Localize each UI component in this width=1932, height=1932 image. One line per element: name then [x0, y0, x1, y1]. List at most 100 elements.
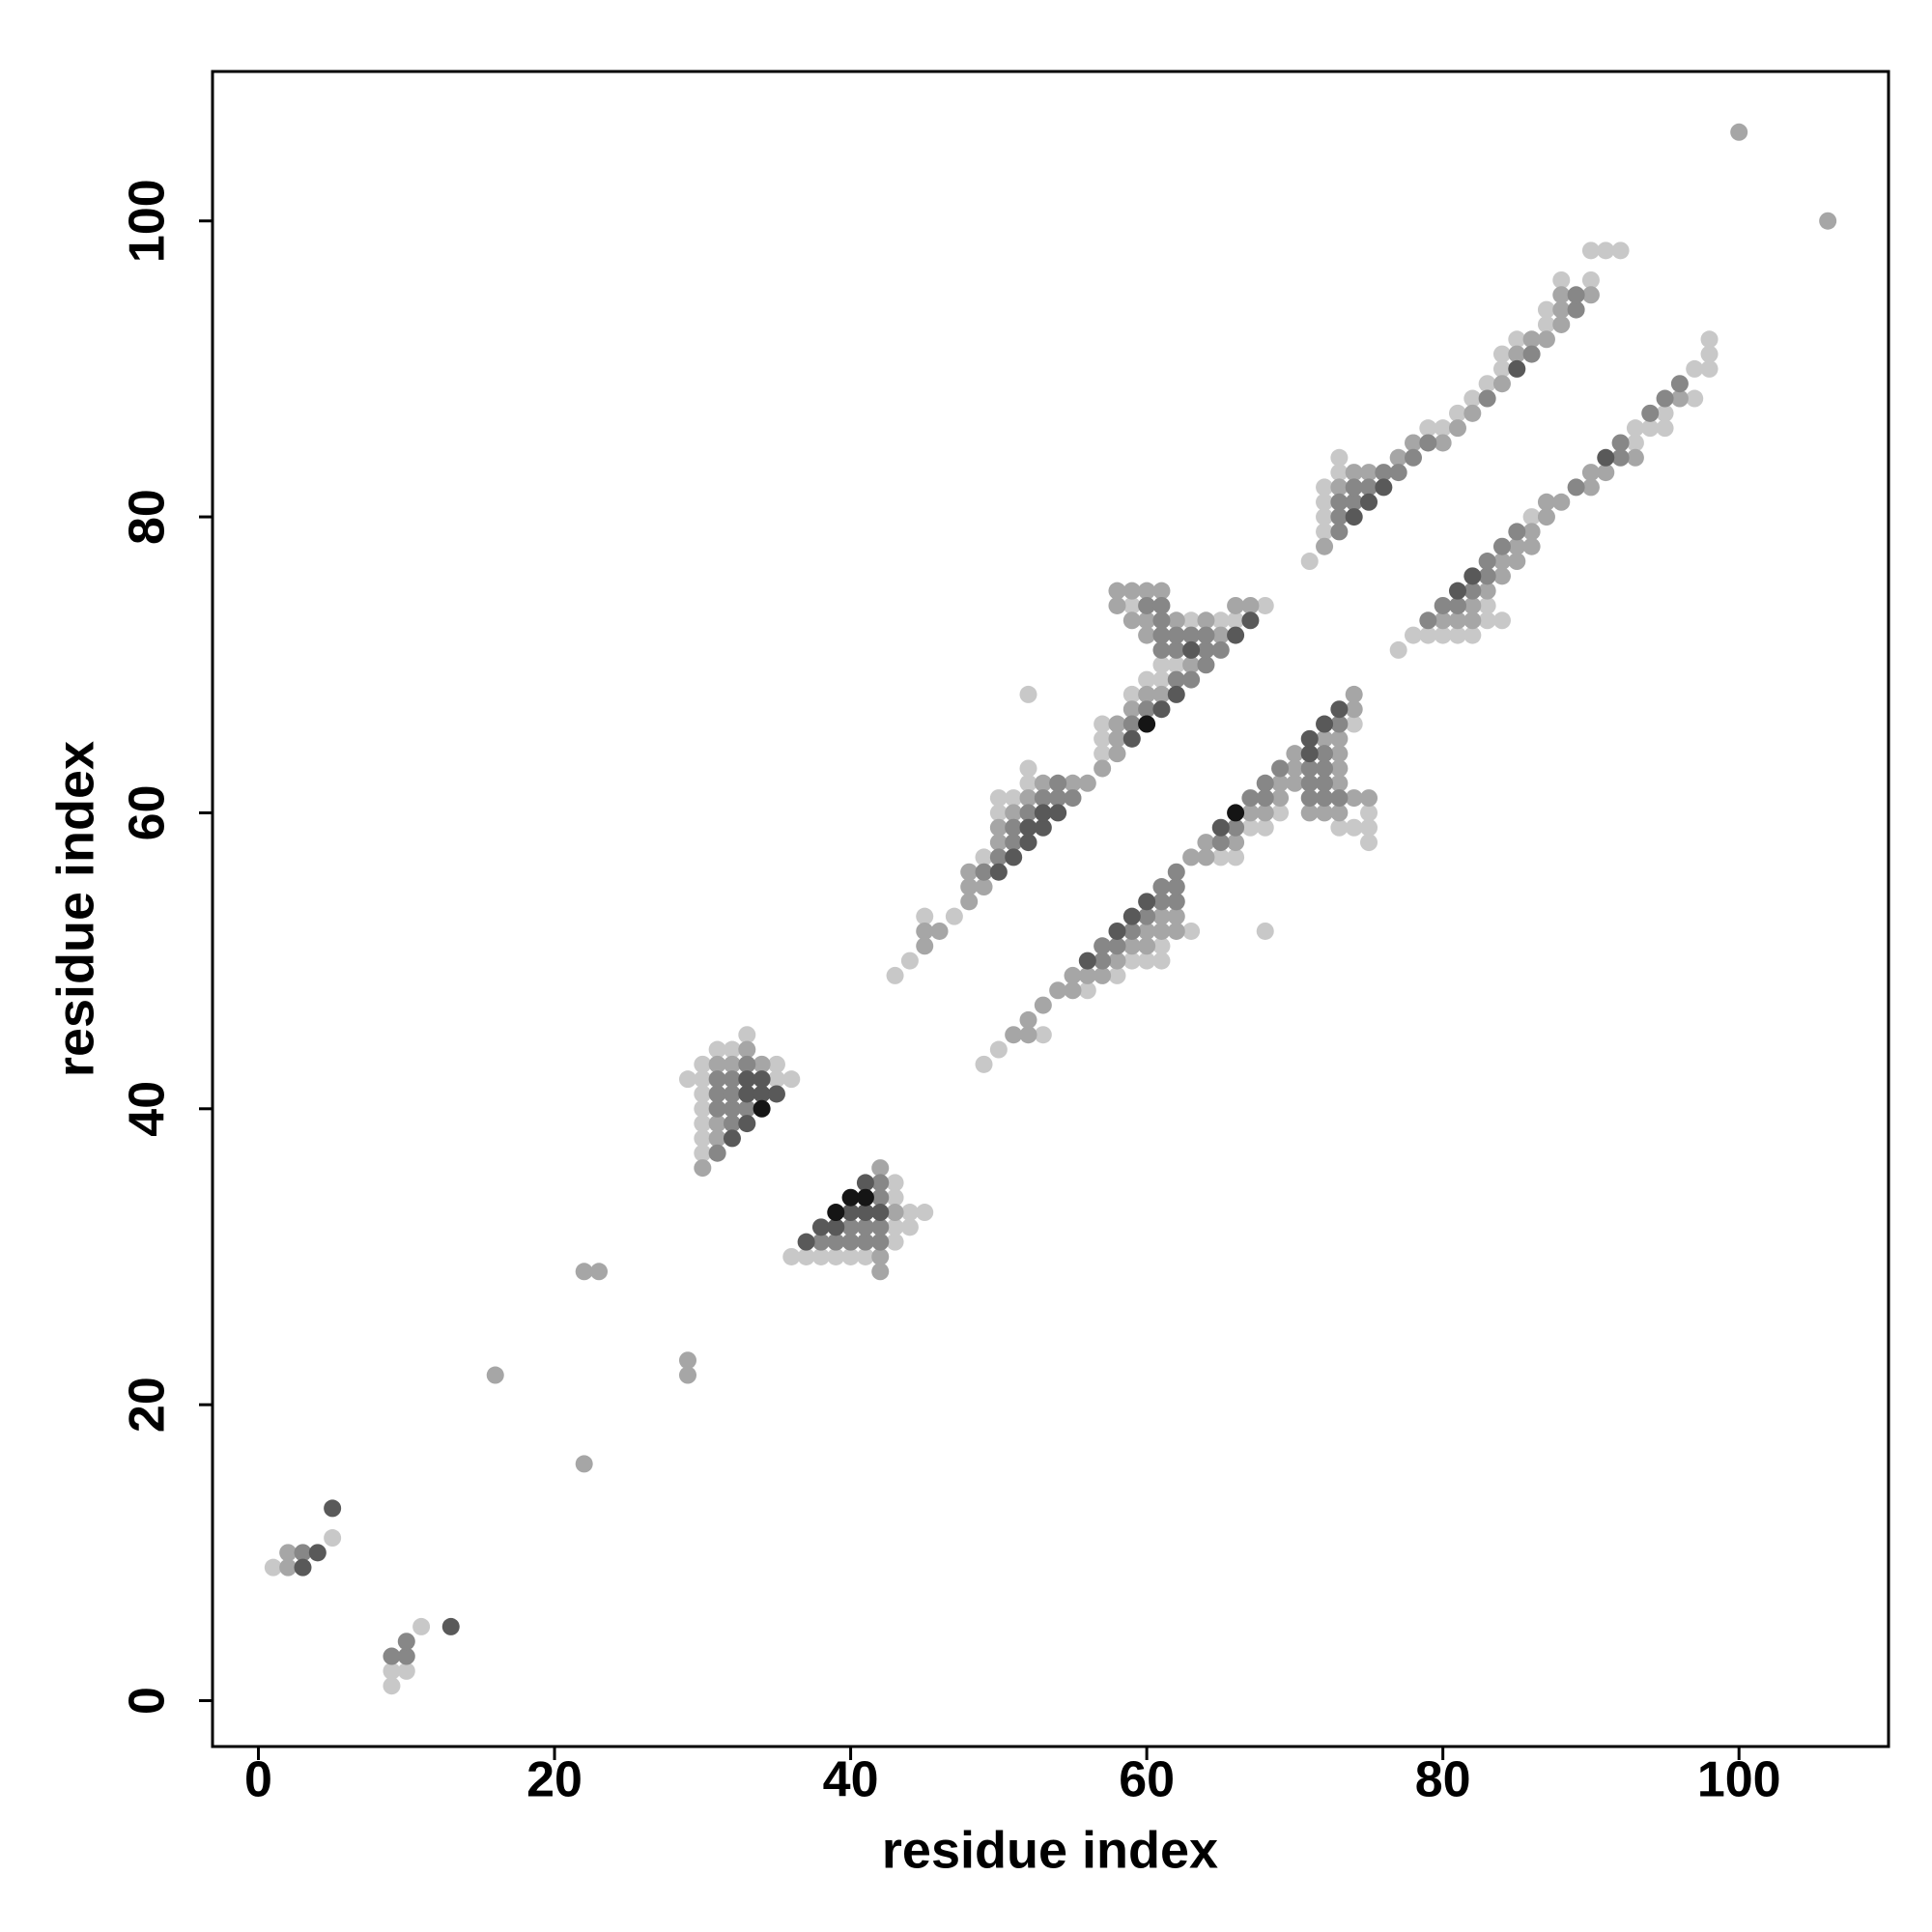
- contact-point: [856, 1204, 874, 1222]
- contact-point: [1049, 789, 1067, 808]
- contact-point: [989, 834, 1008, 852]
- contact-point: [1581, 464, 1600, 482]
- contact-point: [1316, 523, 1334, 541]
- contact-point: [1167, 611, 1185, 630]
- contact-point: [767, 1085, 785, 1103]
- contact-point: [738, 1085, 756, 1103]
- contact-point: [1330, 478, 1349, 497]
- contact-point: [1492, 345, 1511, 363]
- contact-point: [1152, 907, 1171, 925]
- contact-point: [1167, 893, 1185, 911]
- contact-point: [916, 922, 934, 940]
- contact-point: [1611, 448, 1630, 467]
- contact-point: [753, 1085, 771, 1103]
- y-axis-title: residue index: [46, 741, 104, 1077]
- contact-point: [1094, 715, 1112, 733]
- contact-point: [1167, 685, 1185, 703]
- contact-point: [1122, 907, 1141, 925]
- contact-point: [383, 1662, 401, 1680]
- contact-point: [886, 1174, 904, 1192]
- contact-point: [1019, 804, 1037, 822]
- contact-point: [1108, 937, 1126, 955]
- contact-point: [767, 1055, 785, 1073]
- contact-point: [1138, 922, 1156, 940]
- contact-point: [1360, 478, 1378, 497]
- contact-point: [1656, 389, 1674, 408]
- contact-point: [900, 952, 919, 970]
- contact-point: [738, 1099, 756, 1118]
- contact-point: [279, 1558, 298, 1577]
- x-axis-title: residue index: [882, 1821, 1218, 1879]
- contact-point: [989, 848, 1008, 867]
- contact-point: [1581, 286, 1600, 304]
- contact-point: [1434, 596, 1452, 614]
- contact-point: [1345, 685, 1363, 703]
- y-tick-label: 80: [120, 489, 176, 545]
- contact-point: [827, 1247, 845, 1265]
- contact-point: [1448, 582, 1466, 600]
- contact-point: [1656, 404, 1674, 422]
- contact-point: [1330, 789, 1349, 808]
- contact-point: [811, 1218, 830, 1236]
- contact-point: [1419, 626, 1437, 644]
- contact-point: [1152, 656, 1171, 674]
- contact-point: [1300, 804, 1319, 822]
- contact-point: [1122, 700, 1141, 719]
- contact-point: [1152, 626, 1171, 644]
- contact-point: [1182, 922, 1201, 940]
- contact-point: [1064, 789, 1082, 808]
- contact-point: [1345, 464, 1363, 482]
- contact-point: [1478, 375, 1496, 393]
- contact-point: [1448, 596, 1466, 614]
- contact-point: [1094, 729, 1112, 748]
- y-tick-label: 60: [120, 785, 176, 841]
- contact-point: [886, 1188, 904, 1207]
- contact-point: [1078, 774, 1096, 792]
- contact-point: [708, 1070, 726, 1089]
- contact-point: [1138, 596, 1156, 614]
- contact-point: [1005, 1026, 1023, 1044]
- contact-point: [1256, 596, 1274, 614]
- contact-point: [1522, 537, 1541, 555]
- contact-point: [1345, 789, 1363, 808]
- contact-point: [1641, 404, 1660, 422]
- contact-point: [1152, 893, 1171, 911]
- x-tick-label: 40: [823, 1752, 879, 1808]
- contact-point: [1330, 493, 1349, 511]
- contact-point: [767, 1070, 785, 1089]
- contact-point: [916, 907, 934, 925]
- contact-point: [1019, 834, 1037, 852]
- contact-point: [1330, 759, 1349, 778]
- contact-point: [1478, 389, 1496, 408]
- contact-point: [916, 937, 934, 955]
- contact-point: [1537, 508, 1555, 526]
- contact-point: [975, 848, 993, 867]
- contact-point: [1330, 700, 1349, 719]
- contact-point: [1463, 404, 1482, 422]
- contact-point: [1492, 359, 1511, 378]
- contact-point: [1670, 375, 1689, 393]
- contact-point: [738, 1040, 756, 1059]
- contact-point: [900, 1218, 919, 1236]
- contact-point: [397, 1662, 415, 1680]
- contact-point: [1508, 345, 1526, 363]
- contact-point: [1138, 715, 1156, 733]
- contact-point: [1227, 818, 1245, 837]
- contact-point: [1537, 300, 1555, 319]
- contact-point: [975, 863, 993, 881]
- contact-point: [900, 1204, 919, 1222]
- contact-point: [486, 1366, 504, 1384]
- contact-point: [1508, 553, 1526, 571]
- contact-point: [1211, 818, 1230, 837]
- contact-point: [827, 1218, 845, 1236]
- contact-point: [1330, 715, 1349, 733]
- contact-point: [886, 1218, 904, 1236]
- contact-point: [1138, 582, 1156, 600]
- contact-point: [1300, 789, 1319, 808]
- contact-point: [723, 1085, 741, 1103]
- contact-point: [1227, 596, 1245, 614]
- contact-point: [1182, 656, 1201, 674]
- contact-point: [1316, 804, 1334, 822]
- contact-point: [841, 1218, 860, 1236]
